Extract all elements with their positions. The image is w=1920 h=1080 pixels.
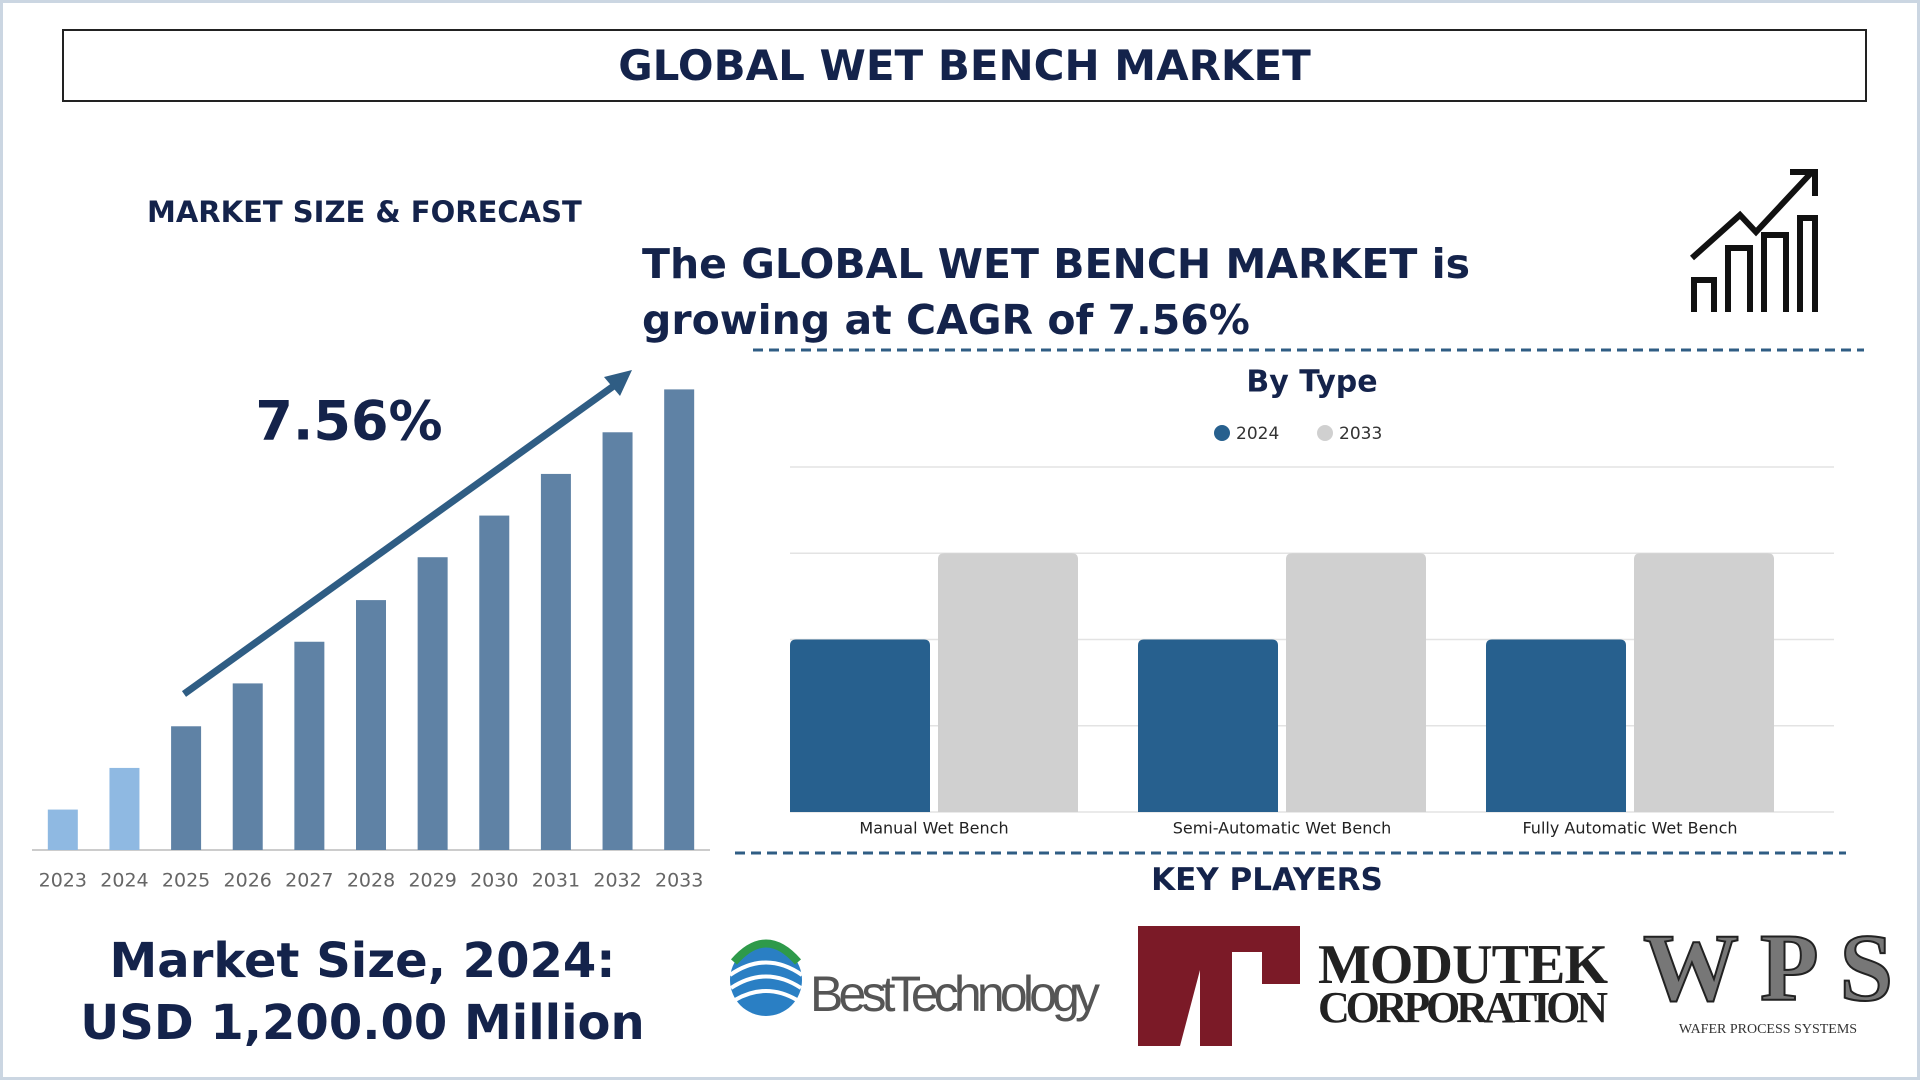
logo-subtext: WAFER PROCESS SYSTEMS bbox=[1679, 1022, 1857, 1037]
logo-waves bbox=[728, 960, 804, 1002]
icon-arrowhead bbox=[1790, 169, 1818, 196]
x-tick-label: 2025 bbox=[162, 870, 210, 892]
market-size-value: USD 1,200.00 Million bbox=[80, 995, 645, 1051]
bar bbox=[790, 639, 930, 812]
bar bbox=[109, 767, 140, 850]
logo-text: BestTechnology bbox=[810, 966, 1100, 1022]
logo-globe bbox=[730, 944, 802, 1016]
x-tick-label: 2024 bbox=[100, 870, 148, 892]
logo-text: WPS bbox=[1643, 914, 1893, 1021]
bar bbox=[1486, 639, 1626, 812]
bar bbox=[47, 809, 78, 850]
logo-text: MODUTEK bbox=[1318, 934, 1608, 996]
market-size: Market Size, 2024: USD 1,200.00 Million bbox=[0, 930, 725, 1054]
bar bbox=[938, 553, 1078, 812]
x-tick-label: 2023 bbox=[39, 870, 87, 892]
legend-label: 2024 bbox=[1236, 424, 1279, 444]
x-tick-label: Semi-Automatic Wet Bench bbox=[1173, 819, 1392, 838]
legend-label: 2033 bbox=[1339, 424, 1382, 444]
x-tick-label: 2028 bbox=[347, 870, 395, 892]
legend-marker bbox=[1317, 425, 1333, 441]
logo-modutek: MODUTEK CORPORATION bbox=[1138, 926, 1608, 1046]
market-size-label: Market Size, 2024: bbox=[109, 933, 616, 989]
logo-mc bbox=[1138, 926, 1300, 1046]
bar bbox=[602, 432, 633, 850]
bar bbox=[540, 473, 571, 850]
bar bbox=[417, 557, 448, 850]
icon-arrow bbox=[1689, 169, 1815, 261]
bar bbox=[664, 389, 695, 850]
growth-icon bbox=[1689, 169, 1818, 312]
logo-subtext: CORPORATION bbox=[1318, 983, 1608, 1032]
x-tick-label: Manual Wet Bench bbox=[859, 819, 1008, 838]
chart-title: By Type bbox=[1246, 365, 1377, 400]
bar bbox=[171, 726, 202, 850]
x-tick-label: 2026 bbox=[224, 870, 272, 892]
logo-wps: WPS WAFER PROCESS SYSTEMS bbox=[1642, 913, 1894, 1037]
x-tick-label: 2029 bbox=[408, 870, 456, 892]
forecast-label: MARKET SIZE & FORECAST bbox=[147, 195, 582, 229]
bar bbox=[294, 641, 325, 850]
bar bbox=[1634, 553, 1774, 812]
trend-arrow bbox=[181, 377, 625, 697]
bar bbox=[356, 600, 386, 850]
page-title: GLOBAL WET BENCH MARKET bbox=[62, 29, 1867, 102]
headline: The GLOBAL WET BENCH MARKET is growing a… bbox=[642, 240, 1471, 344]
key-players-title: KEY PLAYERS bbox=[1151, 862, 1383, 898]
icon-bars bbox=[1691, 215, 1818, 312]
bar bbox=[479, 515, 510, 850]
x-tick-label: 2030 bbox=[470, 870, 518, 892]
bar bbox=[1138, 639, 1278, 812]
bar bbox=[1286, 553, 1426, 812]
x-tick-label: Fully Automatic Wet Bench bbox=[1522, 819, 1737, 838]
x-tick-label: 2031 bbox=[532, 870, 580, 892]
legend-marker bbox=[1214, 425, 1230, 441]
trend-arrowhead bbox=[604, 370, 632, 396]
x-tick-label: 2033 bbox=[655, 870, 703, 892]
bar bbox=[232, 683, 263, 850]
cagr-annotation: 7.56% bbox=[255, 390, 442, 453]
x-tick-label: 2032 bbox=[593, 870, 641, 892]
x-tick-label: 2027 bbox=[285, 870, 333, 892]
logo-leaf bbox=[730, 939, 802, 965]
logo-besttechnology: BestTechnology bbox=[728, 939, 1100, 1022]
